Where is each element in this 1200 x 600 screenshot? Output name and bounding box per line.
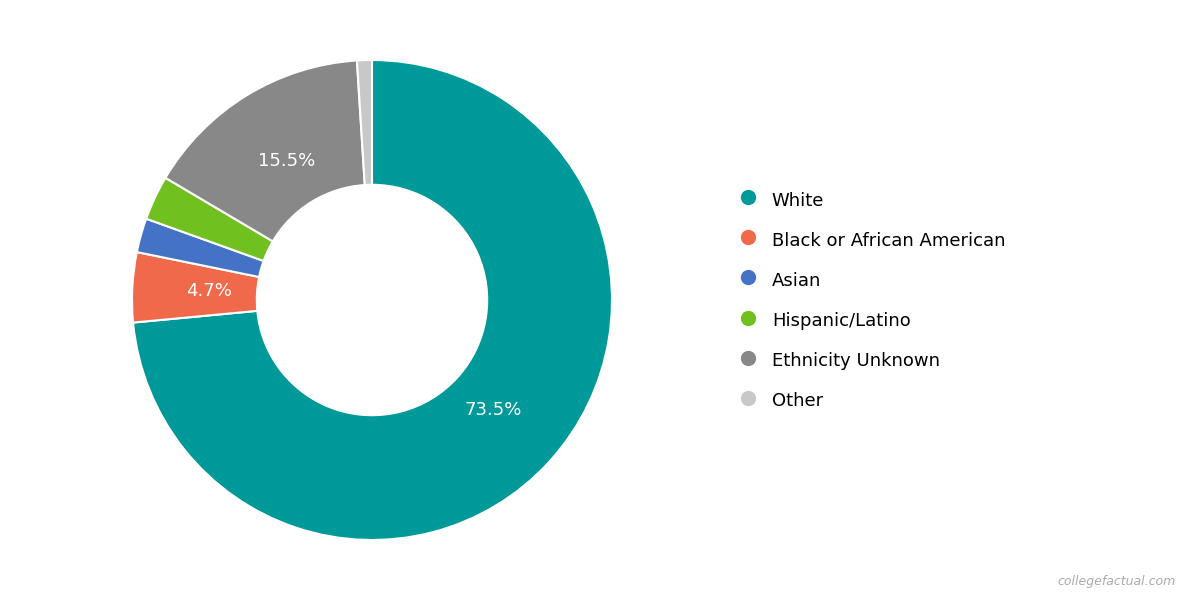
Text: 15.5%: 15.5% — [258, 152, 316, 170]
Text: 4.7%: 4.7% — [186, 282, 232, 300]
Legend: White, Black or African American, Asian, Hispanic/Latino, Ethnicity Unknown, Oth: White, Black or African American, Asian,… — [731, 180, 1014, 420]
Wedge shape — [146, 178, 272, 261]
Text: 73.5%: 73.5% — [464, 401, 521, 419]
Wedge shape — [166, 61, 365, 241]
Wedge shape — [137, 219, 264, 277]
Text: collegefactual.com: collegefactual.com — [1057, 575, 1176, 588]
Wedge shape — [133, 60, 612, 540]
Wedge shape — [356, 60, 372, 185]
Wedge shape — [132, 252, 259, 323]
